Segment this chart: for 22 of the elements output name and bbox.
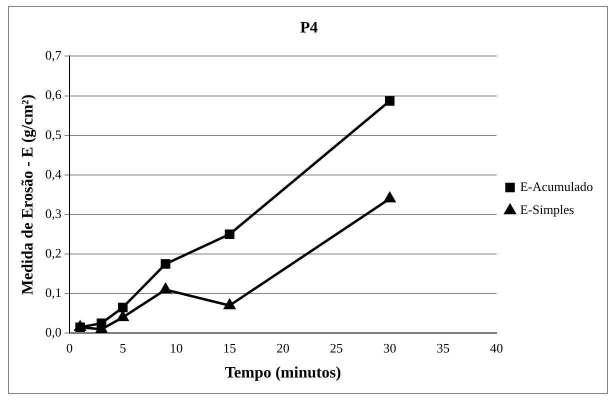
x-tick-label: 10	[170, 340, 183, 356]
x-tick-label: 15	[223, 340, 236, 356]
y-tick-label: 0,1	[45, 285, 62, 300]
x-tick-label: 35	[436, 340, 450, 356]
y-tick-label: 0,6	[45, 87, 62, 102]
y-axis-title: Medida de Erosão - E (g/cm²)	[20, 94, 37, 295]
y-tick-label: 0,2	[45, 245, 62, 260]
chart-title: P4	[300, 20, 318, 37]
y-tick-label: 0,0	[45, 324, 62, 340]
x-tick-label: 0	[66, 340, 73, 356]
x-tick-label: 5	[120, 340, 126, 356]
x-tick-label: 30	[383, 340, 396, 356]
y-tick-label: 0,7	[45, 48, 62, 63]
y-tick-label: 0,4	[45, 166, 62, 182]
x-axis-title: Tempo (minutos)	[224, 364, 342, 382]
x-tick-label: 25	[330, 340, 343, 356]
legend-label: E-Acumulado	[520, 178, 593, 194]
legend-label: E-Simples	[520, 202, 574, 217]
x-tick-label: 40	[490, 340, 504, 356]
y-tick-label: 0,5	[45, 126, 62, 142]
x-tick-label: 20	[276, 340, 290, 356]
y-tick-label: 0,3	[45, 206, 62, 221]
